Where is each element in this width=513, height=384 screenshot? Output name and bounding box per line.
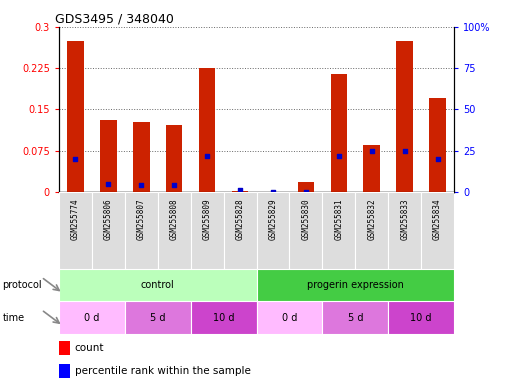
Text: GSM255808: GSM255808	[170, 198, 179, 240]
Bar	[256, 269, 454, 301]
Bar	[289, 192, 322, 269]
Point	[269, 189, 277, 195]
Text: 5 d: 5 d	[150, 313, 166, 323]
Point	[334, 152, 343, 159]
Bar	[322, 301, 388, 334]
Text: control: control	[141, 280, 174, 290]
Bar	[388, 301, 454, 334]
Text: GSM255832: GSM255832	[367, 198, 376, 240]
Bar	[59, 301, 125, 334]
Bar	[133, 122, 149, 192]
Bar	[59, 269, 256, 301]
Point	[302, 189, 310, 195]
Point	[433, 156, 442, 162]
Bar	[191, 301, 256, 334]
Point	[368, 148, 376, 154]
Text: GSM255834: GSM255834	[433, 198, 442, 240]
Bar	[59, 364, 70, 378]
Bar	[364, 145, 380, 192]
Text: 0 d: 0 d	[84, 313, 100, 323]
Text: GSM255807: GSM255807	[137, 198, 146, 240]
Bar	[59, 341, 70, 355]
Text: GSM255828: GSM255828	[235, 198, 245, 240]
Text: GSM255806: GSM255806	[104, 198, 113, 240]
Text: GSM255831: GSM255831	[334, 198, 343, 240]
Bar	[298, 182, 314, 192]
Bar	[100, 121, 116, 192]
Bar	[59, 192, 92, 269]
Text: count: count	[75, 343, 104, 353]
Text: GSM255833: GSM255833	[400, 198, 409, 240]
Bar	[330, 74, 347, 192]
Bar	[388, 192, 421, 269]
Bar	[429, 98, 446, 192]
Bar	[256, 301, 322, 334]
Point	[104, 181, 112, 187]
Bar	[125, 192, 158, 269]
Text: GSM255809: GSM255809	[203, 198, 212, 240]
Bar	[322, 192, 355, 269]
Text: 0 d: 0 d	[282, 313, 297, 323]
Bar	[355, 192, 388, 269]
Text: GSM255830: GSM255830	[301, 198, 310, 240]
Bar	[92, 192, 125, 269]
Text: GSM255829: GSM255829	[268, 198, 278, 240]
Bar	[397, 41, 413, 192]
Text: progerin expression: progerin expression	[307, 280, 404, 290]
Text: 10 d: 10 d	[410, 313, 432, 323]
Bar	[166, 125, 183, 192]
Bar	[256, 192, 289, 269]
Bar	[67, 41, 84, 192]
Point	[401, 148, 409, 154]
Text: 5 d: 5 d	[347, 313, 363, 323]
Point	[71, 156, 80, 162]
Text: 10 d: 10 d	[213, 313, 234, 323]
Point	[170, 182, 179, 189]
Text: GDS3495 / 348040: GDS3495 / 348040	[55, 13, 174, 26]
Text: percentile rank within the sample: percentile rank within the sample	[75, 366, 251, 376]
Point	[236, 187, 244, 194]
Bar	[421, 192, 454, 269]
Text: time: time	[3, 313, 25, 323]
Point	[203, 152, 211, 159]
Point	[137, 182, 145, 189]
Text: protocol: protocol	[3, 280, 42, 290]
Bar	[232, 191, 248, 192]
Text: GSM255774: GSM255774	[71, 198, 80, 240]
Bar	[125, 301, 191, 334]
Bar	[224, 192, 256, 269]
Bar	[199, 68, 215, 192]
Bar	[158, 192, 191, 269]
Bar	[191, 192, 224, 269]
